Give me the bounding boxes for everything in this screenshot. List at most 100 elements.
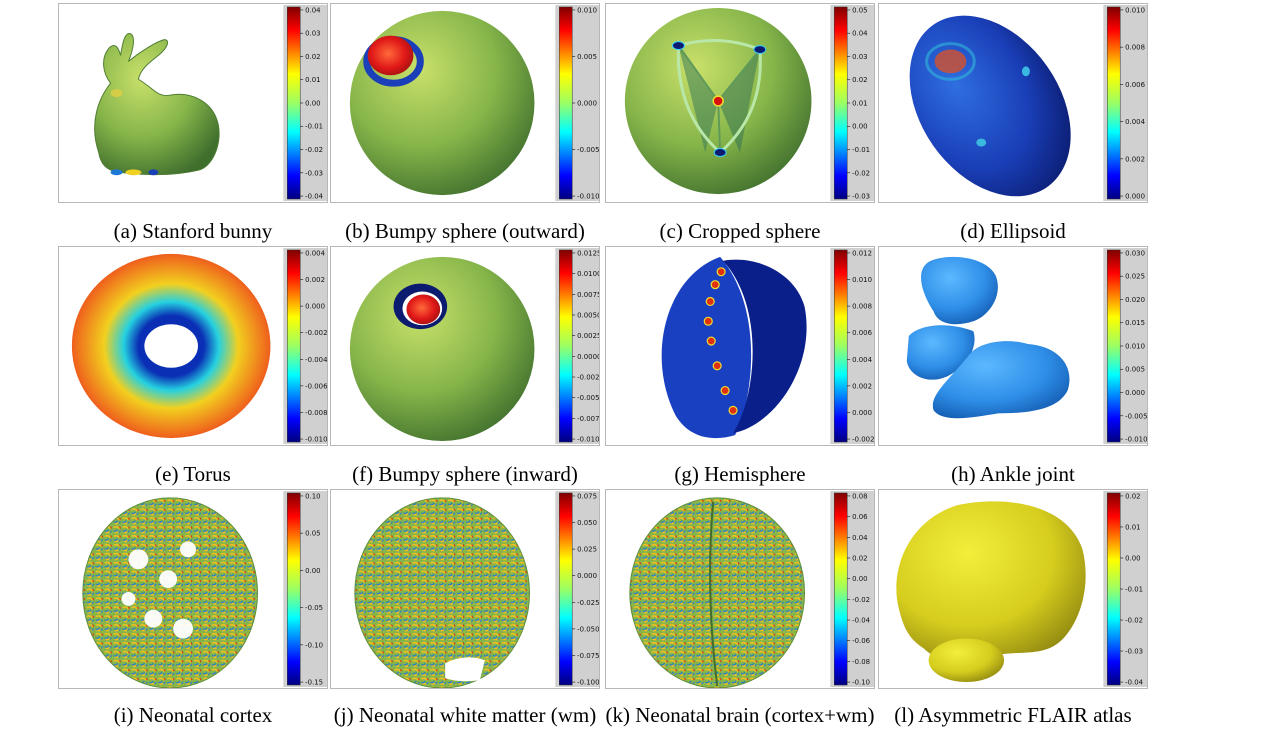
colorbar-tick-label: 0.000 bbox=[1125, 193, 1145, 201]
colorbar bbox=[1107, 249, 1121, 443]
colorbar-tick-label: 0.008 bbox=[1125, 44, 1145, 52]
colorbar-tick-label: -0.010 bbox=[305, 436, 327, 444]
caption-d: (d) Ellipsoid bbox=[960, 219, 1066, 243]
caption-a: (a) Stanford bunny bbox=[113, 219, 273, 243]
caption-c: (c) Cropped sphere bbox=[659, 219, 821, 243]
panel-a: 0.04 0.03 0.02 0.01 0.00 -0.01 -0.02 -0.03 -0.04 bbox=[58, 3, 328, 203]
colorbar-tick-label: 0.04 bbox=[852, 534, 868, 542]
panel-c: 0.05 0.04 0.03 0.02 0.01 0.00 -0.01 -0.02 -0.03 bbox=[605, 3, 875, 203]
surface-render-hemisphere bbox=[661, 256, 807, 439]
colorbar-tick-label: -0.008 bbox=[305, 409, 327, 417]
colorbar bbox=[834, 6, 848, 200]
colorbar-tick-label: 0.075 bbox=[577, 492, 597, 500]
colorbar-tick-label: 0.020 bbox=[1125, 296, 1145, 304]
colorbar-tick-label: 0.004 bbox=[852, 356, 872, 364]
panel-l: 0.02 0.01 0.00 -0.01 -0.02 -0.03 -0.04 bbox=[878, 489, 1148, 689]
colorbar-tick-label: 0.01 bbox=[1125, 523, 1140, 531]
colorbar-tick-label: 0.010 bbox=[577, 6, 597, 14]
surface-render-flair-atlas bbox=[896, 501, 1086, 683]
colorbar bbox=[287, 6, 301, 200]
colorbar bbox=[1107, 492, 1121, 686]
surface-render-torus bbox=[71, 253, 271, 439]
surface-render-cropped-sphere bbox=[624, 7, 812, 195]
colorbar bbox=[287, 249, 301, 443]
colorbar-tick-label: -0.04 bbox=[1125, 679, 1144, 687]
caption-i: (i) Neonatal cortex bbox=[113, 703, 273, 727]
colorbar-tick-label: 0.015 bbox=[1125, 319, 1145, 327]
panel-d: 0.010 0.008 0.006 0.004 0.002 0.000 bbox=[878, 3, 1148, 203]
colorbar-tick-label: 0.06 bbox=[852, 513, 867, 521]
colorbar-tick-label: 0.006 bbox=[1125, 81, 1145, 89]
colorbar-tick-label: -0.010 bbox=[577, 193, 599, 201]
surface-render-sphere-bump-in bbox=[349, 256, 535, 442]
colorbar-tick-label: -0.005 bbox=[577, 146, 599, 154]
colorbar-tick-label: 0.00 bbox=[852, 123, 867, 131]
colorbar-tick-label: 0.002 bbox=[852, 382, 872, 390]
colorbar-tick-label: 0.00 bbox=[305, 99, 320, 107]
colorbar-tick-label: 0.05 bbox=[305, 530, 320, 538]
surface-render-ellipsoid bbox=[909, 15, 1071, 197]
colorbar-tick-label: -0.075 bbox=[577, 652, 599, 660]
colorbar-tick-label: -0.004 bbox=[305, 356, 327, 364]
colorbar-tick-label: -0.002 bbox=[305, 329, 327, 337]
colorbar bbox=[559, 6, 573, 200]
colorbar-tick-label: 0.002 bbox=[305, 276, 325, 284]
colorbar-tick-label: 0.002 bbox=[1125, 155, 1145, 163]
colorbar-tick-label: -0.02 bbox=[1125, 617, 1143, 625]
colorbar bbox=[559, 492, 573, 686]
colorbar-tick-label: -0.0025 bbox=[577, 374, 599, 382]
colorbar-tick-label: -0.005 bbox=[1125, 412, 1147, 420]
colorbar-tick-label: 0.01 bbox=[305, 76, 320, 84]
colorbar-tick-label: 0.0075 bbox=[577, 291, 599, 299]
caption-h: (h) Ankle joint bbox=[951, 462, 1075, 486]
colorbar-tick-label: -0.025 bbox=[577, 599, 599, 607]
caption-g: (g) Hemisphere bbox=[674, 462, 806, 486]
colorbar-tick-label: 0.0025 bbox=[577, 332, 599, 340]
surface-render-brain-wm bbox=[354, 497, 530, 688]
colorbar-tick-label: -0.01 bbox=[305, 123, 323, 131]
colorbar-tick-label: 0.000 bbox=[852, 409, 872, 417]
colorbar-tick-label: 0.00 bbox=[1125, 554, 1140, 562]
colorbar-tick-label: -0.010 bbox=[1125, 436, 1147, 444]
colorbar-tick-label: -0.01 bbox=[1125, 585, 1143, 593]
colorbar-tick-label: 0.000 bbox=[1125, 389, 1145, 397]
colorbar-tick-label: 0.025 bbox=[1125, 273, 1145, 281]
caption-f: (f) Bumpy sphere (inward) bbox=[352, 462, 578, 486]
colorbar-tick-label: 0.02 bbox=[852, 76, 867, 84]
colorbar-tick-label: -0.100 bbox=[577, 679, 599, 687]
caption-l: (l) Asymmetric FLAIR atlas bbox=[894, 703, 1132, 727]
colorbar-tick-label: -0.08 bbox=[852, 658, 870, 666]
colorbar-tick-label: 0.00 bbox=[852, 575, 867, 583]
colorbar-tick-label: 0.008 bbox=[852, 303, 872, 311]
colorbar-tick-label: 0.006 bbox=[852, 329, 872, 337]
colorbar-tick-label: 0.005 bbox=[1125, 366, 1145, 374]
colorbar-tick-label: 0.04 bbox=[852, 30, 868, 38]
colorbar-tick-label: 0.030 bbox=[1125, 249, 1145, 257]
panel-h: 0.030 0.025 0.020 0.015 0.010 0.005 0.000 -0.00… bbox=[878, 246, 1148, 446]
colorbar-tick-label: -0.0075 bbox=[577, 415, 599, 423]
panel-g: 0.012 0.010 0.008 0.006 0.004 0.002 0.000 -0.00… bbox=[605, 246, 875, 446]
panel-i: 0.10 0.05 0.00 -0.05 -0.10 -0.15 bbox=[58, 489, 328, 689]
colorbar-tick-label: 0.04 bbox=[305, 6, 321, 14]
caption-k: (k) Neonatal brain (cortex+wm) bbox=[605, 703, 875, 727]
colorbar-tick-label: -0.10 bbox=[852, 679, 870, 687]
colorbar-tick-label: 0.025 bbox=[577, 546, 597, 554]
colorbar-tick-label: 0.02 bbox=[1125, 492, 1140, 500]
colorbar-tick-label: 0.10 bbox=[305, 492, 320, 500]
colorbar-tick-label: 0.012 bbox=[852, 249, 872, 257]
caption-e: (e) Torus bbox=[155, 462, 231, 486]
colorbar-tick-label: 0.00 bbox=[305, 567, 320, 575]
colorbar bbox=[559, 249, 573, 443]
colorbar-tick-label: 0.01 bbox=[852, 99, 867, 107]
colorbar-tick-label: 0.004 bbox=[1125, 118, 1145, 126]
colorbar-tick-label: 0.000 bbox=[577, 99, 597, 107]
colorbar bbox=[834, 249, 848, 443]
colorbar-tick-label: 0.000 bbox=[305, 303, 325, 311]
surface-render-brain-cortex bbox=[82, 497, 258, 688]
colorbar-tick-label: -0.002 bbox=[852, 436, 874, 444]
colorbar-tick-label: 0.03 bbox=[852, 53, 867, 61]
